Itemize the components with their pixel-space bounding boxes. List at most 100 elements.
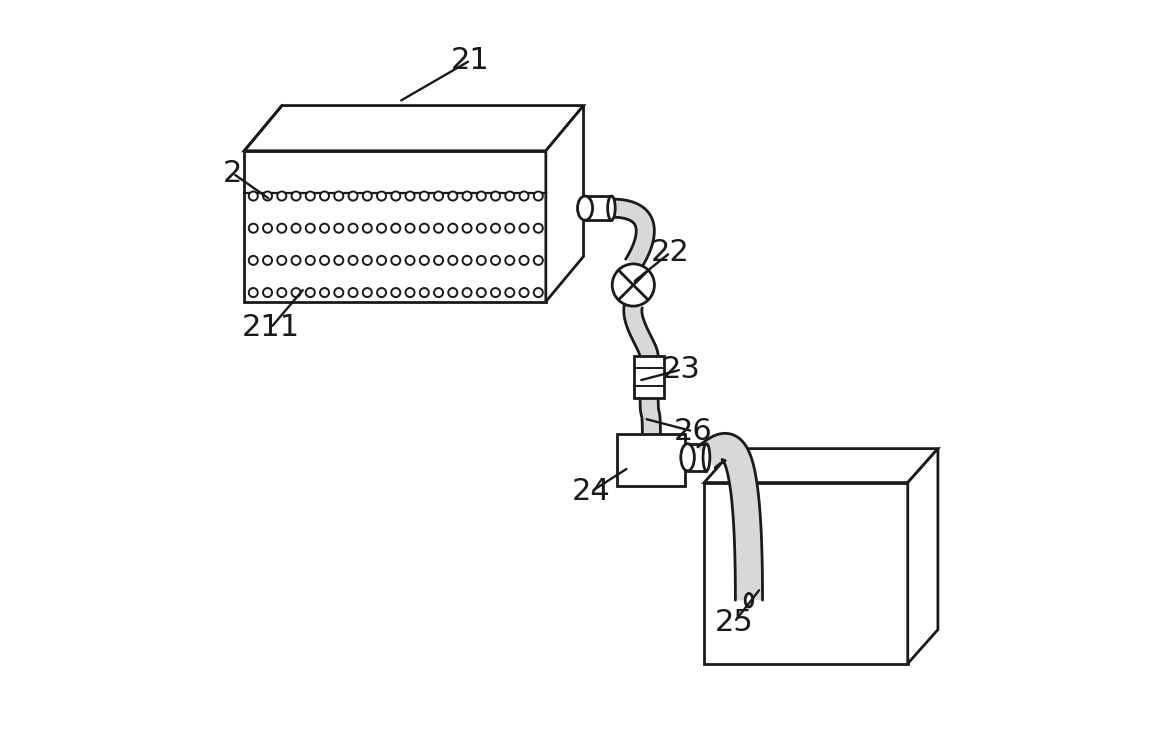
Circle shape: [249, 192, 258, 201]
Circle shape: [320, 224, 329, 233]
Circle shape: [305, 192, 314, 201]
Circle shape: [377, 224, 386, 233]
Bar: [634, 357, 665, 398]
Polygon shape: [612, 199, 654, 268]
Circle shape: [448, 224, 457, 233]
Circle shape: [491, 288, 500, 297]
Ellipse shape: [577, 196, 592, 220]
Circle shape: [448, 288, 457, 297]
Circle shape: [291, 224, 301, 233]
Circle shape: [291, 288, 301, 297]
Circle shape: [334, 256, 343, 265]
Circle shape: [263, 288, 272, 297]
Text: 2: 2: [223, 159, 243, 188]
Circle shape: [291, 192, 301, 201]
Circle shape: [477, 224, 486, 233]
Circle shape: [434, 224, 444, 233]
Circle shape: [533, 256, 543, 265]
Bar: [704, 483, 908, 664]
Text: 25: 25: [715, 608, 753, 636]
Circle shape: [491, 192, 500, 201]
Circle shape: [349, 224, 357, 233]
Circle shape: [320, 288, 329, 297]
Circle shape: [249, 224, 258, 233]
Circle shape: [477, 288, 486, 297]
Circle shape: [363, 192, 372, 201]
Circle shape: [377, 288, 386, 297]
Circle shape: [477, 256, 486, 265]
Circle shape: [392, 288, 400, 297]
Circle shape: [278, 288, 287, 297]
Text: 24: 24: [571, 477, 611, 506]
Text: 23: 23: [662, 355, 702, 384]
Bar: [617, 434, 685, 486]
Polygon shape: [908, 449, 938, 664]
Circle shape: [506, 256, 514, 265]
Circle shape: [334, 288, 343, 297]
Circle shape: [491, 256, 500, 265]
Bar: [244, 151, 546, 302]
Text: 26: 26: [674, 417, 712, 446]
Circle shape: [392, 224, 400, 233]
Circle shape: [291, 256, 301, 265]
Circle shape: [533, 288, 543, 297]
Text: 211: 211: [242, 314, 300, 342]
Circle shape: [406, 288, 415, 297]
Circle shape: [249, 256, 258, 265]
Polygon shape: [546, 106, 584, 302]
Ellipse shape: [607, 196, 615, 220]
Circle shape: [462, 224, 471, 233]
Circle shape: [349, 288, 357, 297]
Circle shape: [434, 288, 444, 297]
Circle shape: [278, 224, 287, 233]
Circle shape: [320, 192, 329, 201]
Circle shape: [320, 256, 329, 265]
Circle shape: [448, 256, 457, 265]
Circle shape: [533, 192, 543, 201]
Circle shape: [263, 256, 272, 265]
Circle shape: [263, 224, 272, 233]
Circle shape: [491, 224, 500, 233]
Circle shape: [363, 224, 372, 233]
Polygon shape: [704, 449, 938, 483]
Circle shape: [520, 224, 529, 233]
Circle shape: [349, 192, 357, 201]
Circle shape: [406, 192, 415, 201]
Ellipse shape: [681, 443, 695, 470]
Circle shape: [506, 288, 514, 297]
Circle shape: [334, 192, 343, 201]
Circle shape: [249, 288, 258, 297]
Circle shape: [363, 256, 372, 265]
Circle shape: [434, 192, 444, 201]
Circle shape: [462, 192, 471, 201]
Polygon shape: [244, 106, 584, 151]
Circle shape: [462, 288, 471, 297]
Circle shape: [263, 192, 272, 201]
Circle shape: [377, 192, 386, 201]
Text: 22: 22: [651, 238, 690, 267]
Polygon shape: [641, 397, 660, 434]
Circle shape: [506, 192, 514, 201]
Circle shape: [406, 256, 415, 265]
Circle shape: [406, 224, 415, 233]
Circle shape: [434, 256, 444, 265]
Circle shape: [419, 256, 429, 265]
Circle shape: [520, 288, 529, 297]
Ellipse shape: [745, 593, 752, 607]
Circle shape: [305, 288, 314, 297]
Text: 21: 21: [452, 46, 490, 75]
Circle shape: [419, 224, 429, 233]
Ellipse shape: [703, 443, 710, 470]
Circle shape: [377, 256, 386, 265]
Circle shape: [506, 224, 514, 233]
Polygon shape: [623, 305, 658, 357]
Circle shape: [462, 256, 471, 265]
Circle shape: [419, 192, 429, 201]
Circle shape: [363, 288, 372, 297]
Circle shape: [520, 256, 529, 265]
Circle shape: [305, 224, 314, 233]
Circle shape: [419, 288, 429, 297]
Circle shape: [278, 256, 287, 265]
Circle shape: [448, 192, 457, 201]
Circle shape: [392, 192, 400, 201]
